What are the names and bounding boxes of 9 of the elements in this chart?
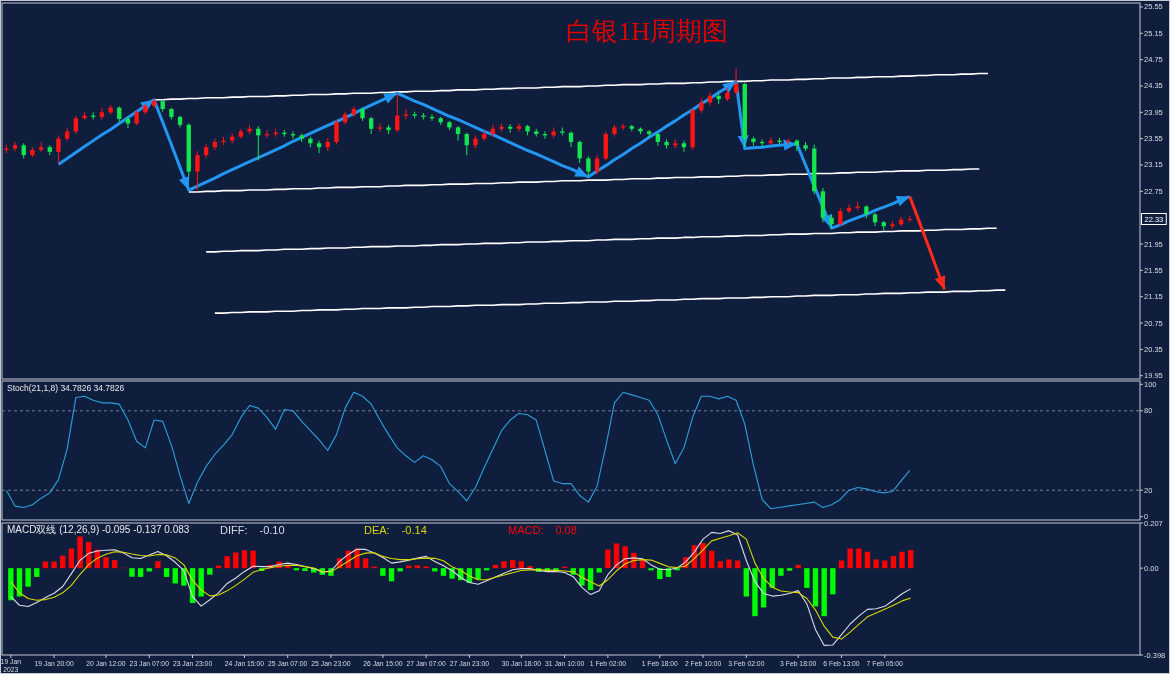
annotation: -0.14	[401, 524, 427, 536]
text: DIFF:	[220, 524, 248, 536]
annotation: -0.10	[259, 524, 285, 536]
chart-title: MACD双线 (12,26,9) -0.095 -0.137 0.083	[7, 524, 190, 535]
chart-title: Stoch(21,1,8) 34.7826 34.7826	[7, 383, 125, 393]
series-label: DEA:	[364, 524, 390, 536]
text: 白银1H周期图	[566, 17, 729, 46]
annotation: 0.08	[555, 524, 577, 536]
text: MACD:	[508, 524, 544, 536]
